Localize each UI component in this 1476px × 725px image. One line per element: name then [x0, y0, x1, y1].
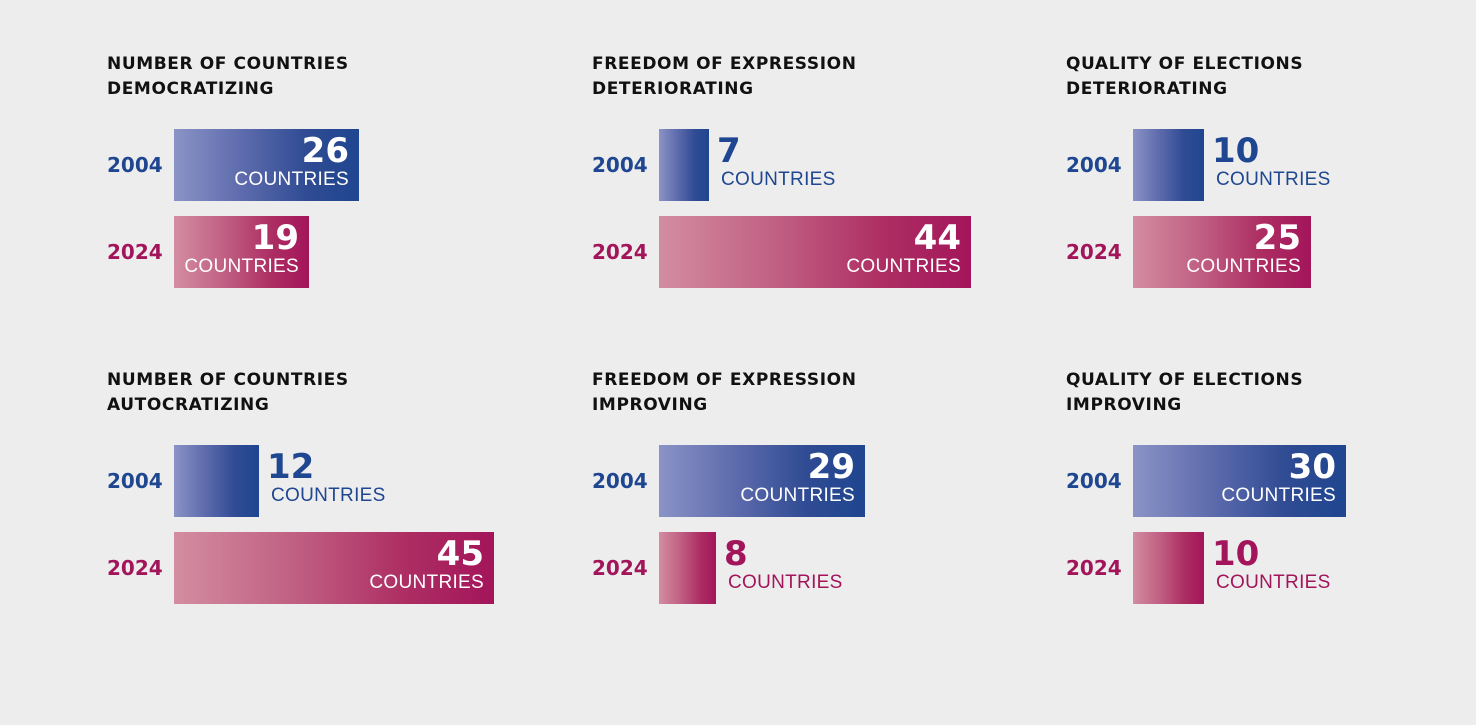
bar-unit: COUNTRIES	[1221, 485, 1336, 506]
chart-title: QUALITY OF ELECTIONS DETERIORATING	[1066, 52, 1303, 102]
bar-unit: COUNTRIES	[721, 169, 836, 190]
bar-unit: COUNTRIES	[728, 572, 843, 593]
bar-unit: COUNTRIES	[846, 256, 961, 277]
data-label-2004: 10 COUNTRIES	[1212, 133, 1331, 191]
bar-unit: COUNTRIES	[369, 572, 484, 593]
data-label-2024: 8 COUNTRIES	[724, 536, 843, 594]
chart-title: QUALITY OF ELECTIONS IMPROVING	[1066, 368, 1303, 418]
bar-value: 10	[1212, 131, 1260, 171]
data-label-2004: 12 COUNTRIES	[267, 449, 386, 507]
chart-title-line-2: DEMOCRATIZING	[107, 79, 275, 99]
year-label-2004: 2004	[107, 469, 163, 493]
bar-value: 26	[301, 131, 349, 171]
chart-title-line-2: IMPROVING	[592, 395, 708, 415]
bar-value: 7	[717, 131, 741, 171]
chart-panel-elections-improving: QUALITY OF ELECTIONS IMPROVING 2004 30 COUNT…	[1066, 368, 1476, 608]
year-label-2024: 2024	[107, 556, 163, 580]
bar-unit: COUNTRIES	[1216, 572, 1331, 593]
chart-title: FREEDOM OF EXPRESSION IMPROVING	[592, 368, 857, 418]
year-label-2004: 2004	[1066, 469, 1122, 493]
bar-value: 25	[1253, 218, 1301, 258]
chart-panel-freedom-improving: FREEDOM OF EXPRESSION IMPROVING 2004 29 COUN…	[592, 368, 1032, 608]
chart-title-line-2: DETERIORATING	[1066, 79, 1228, 99]
data-label-2004: 7 COUNTRIES	[717, 133, 836, 191]
bar-2024	[174, 532, 494, 604]
data-label-2004: 26 COUNTRIES	[174, 133, 349, 191]
data-label-2004: 29 COUNTRIES	[659, 449, 855, 507]
year-label-2024: 2024	[107, 240, 163, 264]
bar-unit: COUNTRIES	[184, 256, 299, 277]
year-label-2024: 2024	[592, 240, 648, 264]
data-label-2004: 30 COUNTRIES	[1133, 449, 1336, 507]
bar-2004	[659, 129, 709, 201]
year-label-2024: 2024	[592, 556, 648, 580]
year-label-2004: 2004	[592, 469, 648, 493]
chart-title-line-1: NUMBER OF COUNTRIES	[107, 370, 349, 390]
chart-panel-freedom-deteriorating: FREEDOM OF EXPRESSION DETERIORATING 2004 7 C…	[592, 52, 1032, 292]
bar-value: 45	[436, 534, 484, 574]
data-label-2024: 44 COUNTRIES	[659, 220, 961, 278]
chart-title: FREEDOM OF EXPRESSION DETERIORATING	[592, 52, 857, 102]
chart-title: NUMBER OF COUNTRIES AUTOCRATIZING	[107, 368, 349, 418]
chart-title-line-1: FREEDOM OF EXPRESSION	[592, 370, 857, 390]
bar-value: 10	[1212, 534, 1260, 574]
bar-value: 12	[267, 447, 315, 487]
bar-2024	[659, 216, 971, 288]
bar-2004	[1133, 445, 1346, 517]
bar-2024	[1133, 216, 1311, 288]
bar-2004	[174, 129, 359, 201]
bar-value: 8	[724, 534, 748, 574]
chart-panel-elections-deteriorating: QUALITY OF ELECTIONS DETERIORATING 2004 10 C…	[1066, 52, 1476, 292]
chart-title: NUMBER OF COUNTRIES DEMOCRATIZING	[107, 52, 349, 102]
year-label-2004: 2004	[107, 153, 163, 177]
chart-title-line-2: DETERIORATING	[592, 79, 754, 99]
bar-unit: COUNTRIES	[1186, 256, 1301, 277]
bar-unit: COUNTRIES	[1216, 169, 1331, 190]
bar-unit: COUNTRIES	[271, 485, 386, 506]
bar-value: 19	[251, 218, 299, 258]
chart-panel-number-democratizing: NUMBER OF COUNTRIES DEMOCRATIZING 2004 26 CO…	[107, 52, 547, 292]
bar-value: 30	[1288, 447, 1336, 487]
chart-title-line-1: FREEDOM OF EXPRESSION	[592, 54, 857, 74]
bar-2024	[174, 216, 309, 288]
bar-2004	[659, 445, 865, 517]
bar-value: 44	[913, 218, 961, 258]
chart-title-line-1: NUMBER OF COUNTRIES	[107, 54, 349, 74]
data-label-2024: 45 COUNTRIES	[174, 536, 484, 594]
year-label-2024: 2024	[1066, 240, 1122, 264]
chart-title-line-2: IMPROVING	[1066, 395, 1182, 415]
bar-unit: COUNTRIES	[740, 485, 855, 506]
chart-title-line-1: QUALITY OF ELECTIONS	[1066, 370, 1304, 390]
bar-2024	[659, 532, 716, 604]
bar-2004	[174, 445, 259, 517]
data-label-2024: 10 COUNTRIES	[1212, 536, 1331, 594]
year-label-2024: 2024	[1066, 556, 1122, 580]
bar-2004	[1133, 129, 1204, 201]
data-label-2024: 25 COUNTRIES	[1133, 220, 1301, 278]
bar-unit: COUNTRIES	[234, 169, 349, 190]
bar-2024	[1133, 532, 1204, 604]
bar-value: 29	[807, 447, 855, 487]
data-label-2024: 19 COUNTRIES	[174, 220, 299, 278]
chart-panel-number-autocratizing: NUMBER OF COUNTRIES AUTOCRATIZING 2004 12 CO…	[107, 368, 547, 608]
year-label-2004: 2004	[592, 153, 648, 177]
chart-title-line-2: AUTOCRATIZING	[107, 395, 270, 415]
chart-title-line-1: QUALITY OF ELECTIONS	[1066, 54, 1304, 74]
year-label-2004: 2004	[1066, 153, 1122, 177]
